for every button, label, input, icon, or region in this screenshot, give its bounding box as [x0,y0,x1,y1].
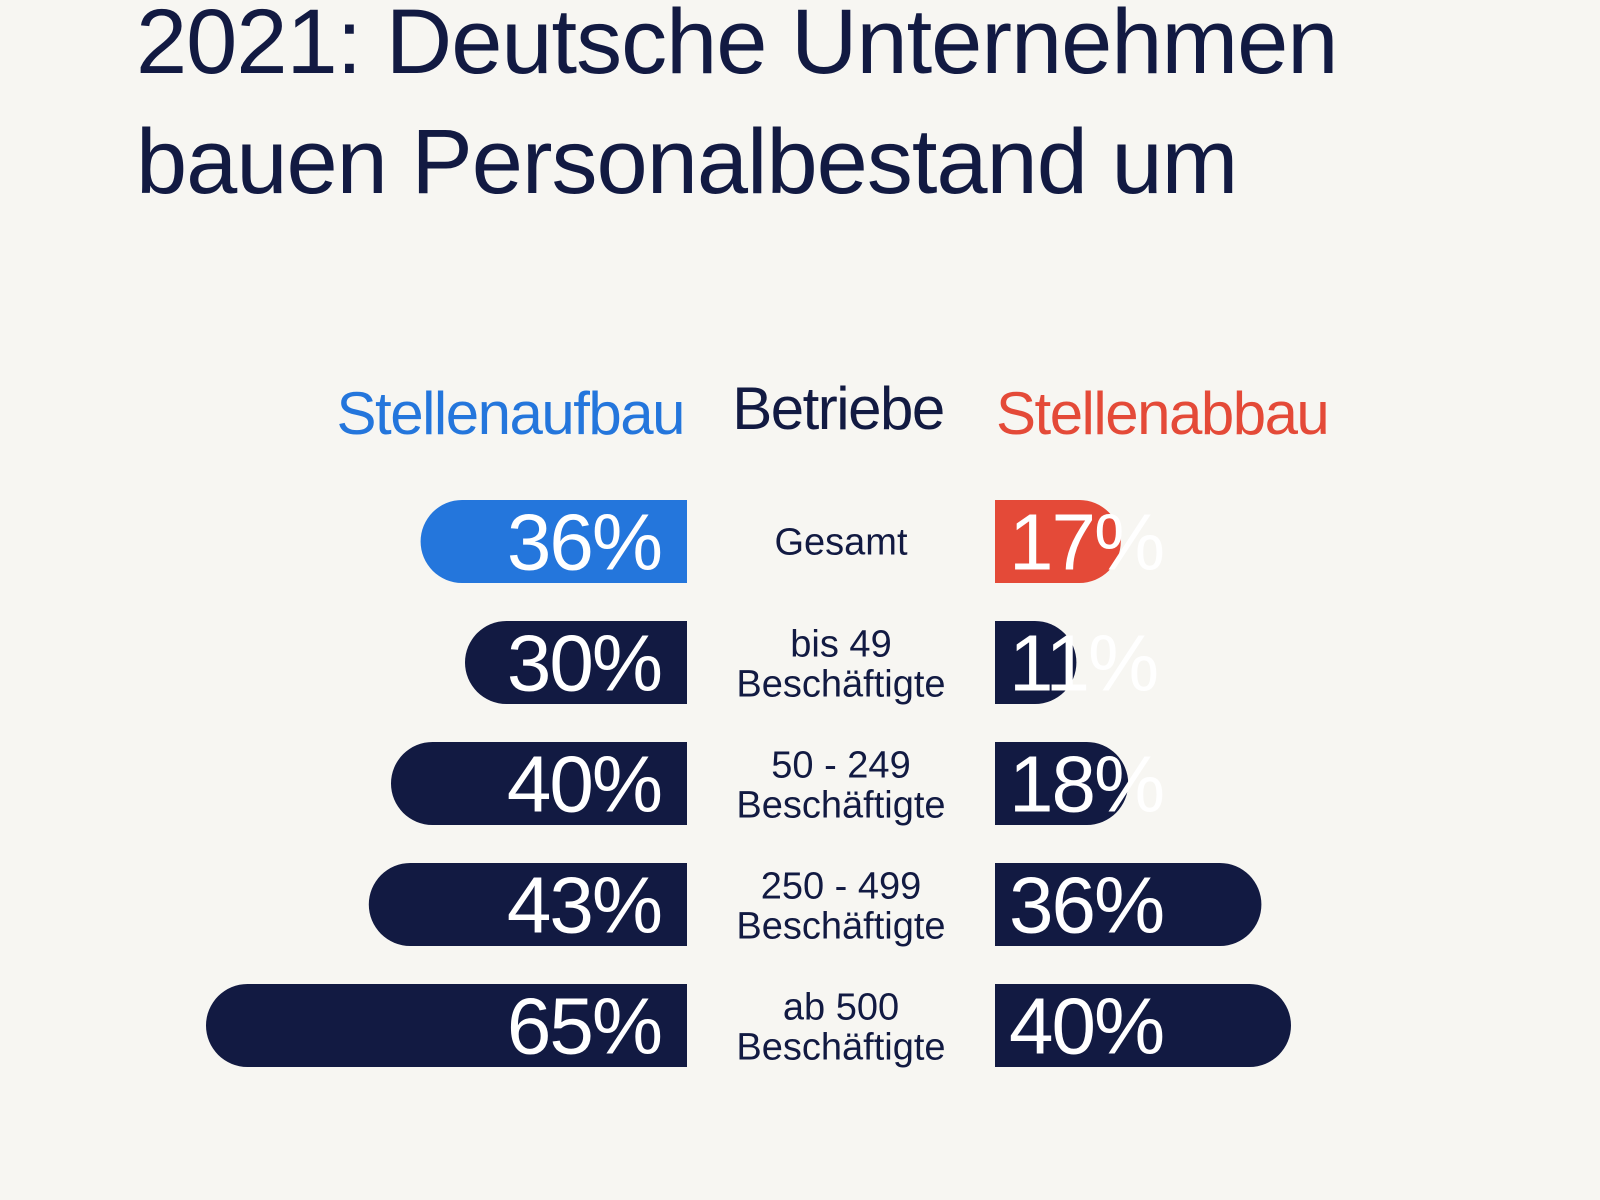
category-label-line: Beschäftigte [736,906,945,948]
category-label-line: 50 - 249 [771,745,910,787]
chart-row: 40% 18% 50 - 249 Beschäftigte [390,740,1165,829]
bar-stellenaufbau [464,621,687,704]
category-label-line: Beschäftigte [736,1027,945,1069]
bar-stellenabbau [995,862,1262,946]
bar-label-stellenabbau: 40% [1009,982,1163,1071]
header-betriebe: Betriebe [732,375,943,442]
bar-label-stellenaufbau: 43% [507,861,661,950]
bar-label-stellenabbau: 18% [1009,740,1163,829]
bar-label-stellenaufbau: 65% [507,982,661,1071]
header-stellenaufbau: Stellenaufbau [337,380,684,447]
category-label: 50 - 249 Beschäftigte [736,745,945,827]
category-label-line: ab 500 [783,987,899,1029]
chart-row: 36% 17% Gesamt [420,498,1165,587]
category-label: ab 500 Beschäftigte [736,987,945,1069]
category-label-line: bis 49 [790,624,891,666]
category-label-line: Beschäftigte [736,785,945,827]
bar-stellenaufbau [390,742,687,825]
category-label: bis 49 Beschäftigte [736,624,945,706]
header-stellenabbau: Stellenabbau [996,380,1328,447]
bar-stellenabbau [995,742,1129,825]
chart-title-line-2: bauen Personalbestand um [136,111,1238,213]
bar-label-stellenabbau: 36% [1009,861,1163,950]
bar-stellenaufbau [368,862,687,946]
category-label-line: Beschäftigte [736,664,945,706]
chart-title-line-1: 2021: Deutsche Unternehmen [136,0,1338,93]
bar-stellenabbau [995,621,1077,704]
bar-label-stellenabbau: 11% [1009,619,1157,708]
chart-row: 30% 11% bis 49 Beschäftigte [464,619,1159,708]
bar-stellenabbau [995,984,1291,1067]
chart-row: 43% 36% 250 - 499 Beschäftigte [368,861,1262,950]
category-label: Gesamt [774,522,907,564]
chart-title: 2021: Deutsche Unternehmen bauen Persona… [136,0,1556,222]
bar-stellenaufbau [206,984,687,1067]
bar-stellenabbau [995,500,1121,583]
bar-label-stellenaufbau: 40% [507,740,661,829]
category-label: 250 - 499 Beschäftigte [736,866,945,948]
chart-row: 65% 40% ab 500 Beschäftigte [206,982,1291,1071]
bar-stellenaufbau [420,500,687,583]
bar-label-stellenaufbau: 36% [507,498,661,587]
bar-label-stellenabbau: 17% [1009,498,1163,587]
bar-label-stellenaufbau: 30% [507,619,661,708]
category-label-line: 250 - 499 [761,866,922,908]
